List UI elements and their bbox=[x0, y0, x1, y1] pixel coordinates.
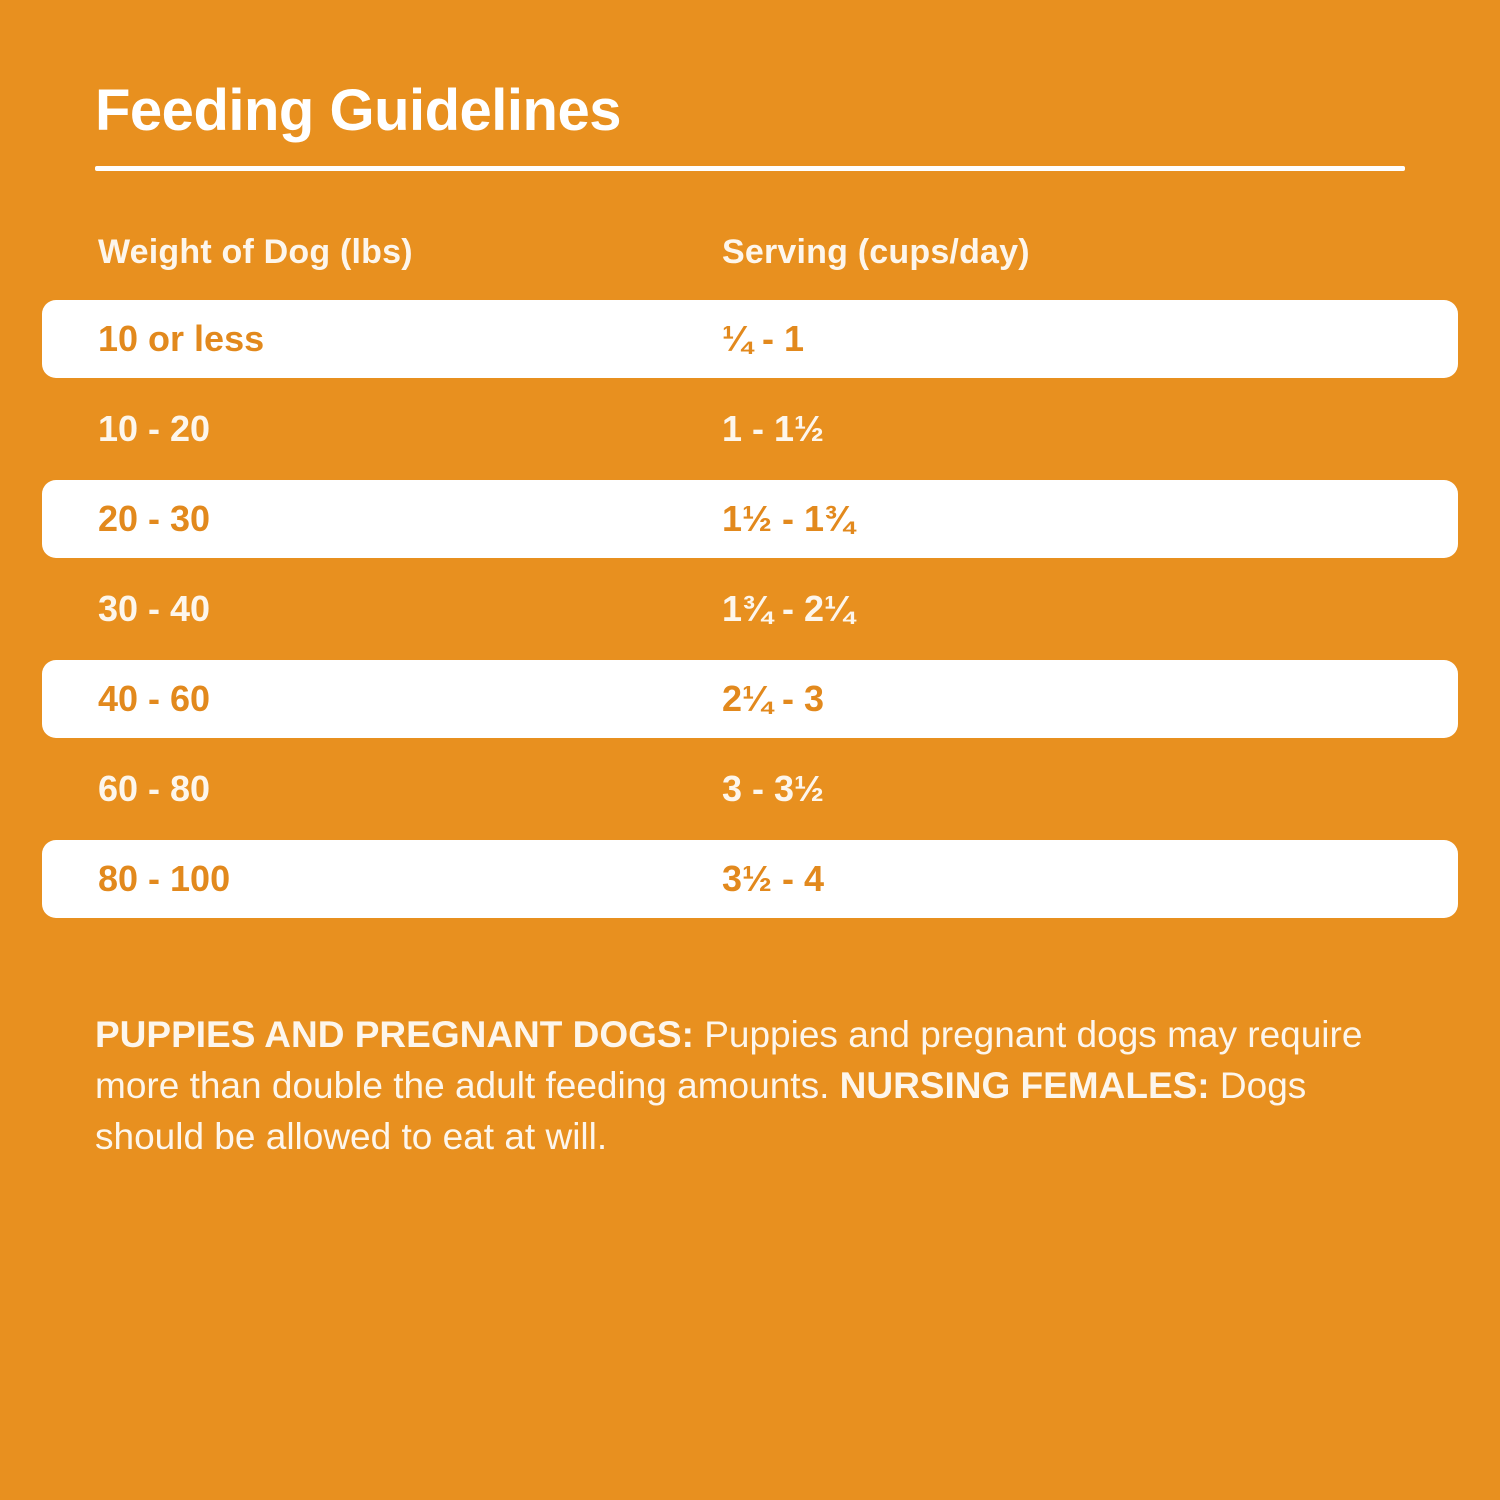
cell-serving: 1½ - 1¾ bbox=[722, 498, 855, 539]
column-header-serving: Serving (cups/day) bbox=[722, 232, 1030, 271]
table-row: 20 - 30 1½ - 1¾ bbox=[42, 480, 1458, 558]
footnote-label-puppies: PUPPIES AND PREGNANT DOGS: bbox=[95, 1014, 694, 1055]
footnote-label-nursing: NURSING FEMALES: bbox=[839, 1065, 1210, 1106]
page-title: Feeding Guidelines bbox=[95, 78, 621, 143]
column-header-weight: Weight of Dog (lbs) bbox=[98, 232, 413, 271]
title-divider bbox=[95, 166, 1405, 171]
cell-weight: 10 or less bbox=[98, 318, 265, 359]
table-row: 60 - 80 3 - 3½ bbox=[42, 750, 1458, 828]
cell-serving: 3½ - 4 bbox=[722, 858, 825, 899]
cell-weight: 80 - 100 bbox=[98, 858, 231, 899]
cell-serving: 1 - 1½ bbox=[722, 408, 825, 449]
footnote-text-puppies: Puppies and pregnant dogs may require mo… bbox=[95, 1014, 1363, 1106]
table-row: 40 - 60 2¼ - 3 bbox=[42, 660, 1458, 738]
title-block: Feeding Guidelines bbox=[95, 78, 1415, 171]
table-row: 10 - 20 1 - 1½ bbox=[42, 390, 1458, 468]
feeding-table: 10 or less ¼ - 1 10 - 20 1 - 1½ 20 - 30 … bbox=[42, 300, 1458, 930]
footnote-text-nursing: Dogs should be allowed to eat at will. bbox=[95, 1065, 1307, 1157]
cell-weight: 40 - 60 bbox=[98, 678, 211, 719]
table-header-row: Weight of Dog (lbs) Serving (cups/day) bbox=[42, 222, 1458, 282]
cell-serving: ¼ - 1 bbox=[722, 318, 805, 359]
cell-weight: 60 - 80 bbox=[98, 768, 211, 809]
cell-weight: 30 - 40 bbox=[98, 588, 211, 629]
cell-weight: 10 - 20 bbox=[98, 408, 211, 449]
table-row: 30 - 40 1¾ - 2¼ bbox=[42, 570, 1458, 648]
feeding-footnote: PUPPIES AND PREGNANT DOGS: Puppies and p… bbox=[95, 1009, 1415, 1162]
cell-serving: 2¼ - 3 bbox=[722, 678, 825, 719]
cell-serving: 1¾ - 2¼ bbox=[722, 588, 855, 629]
table-row: 10 or less ¼ - 1 bbox=[42, 300, 1458, 378]
cell-serving: 3 - 3½ bbox=[722, 768, 825, 809]
table-row: 80 - 100 3½ - 4 bbox=[42, 840, 1458, 918]
cell-weight: 20 - 30 bbox=[98, 498, 211, 539]
